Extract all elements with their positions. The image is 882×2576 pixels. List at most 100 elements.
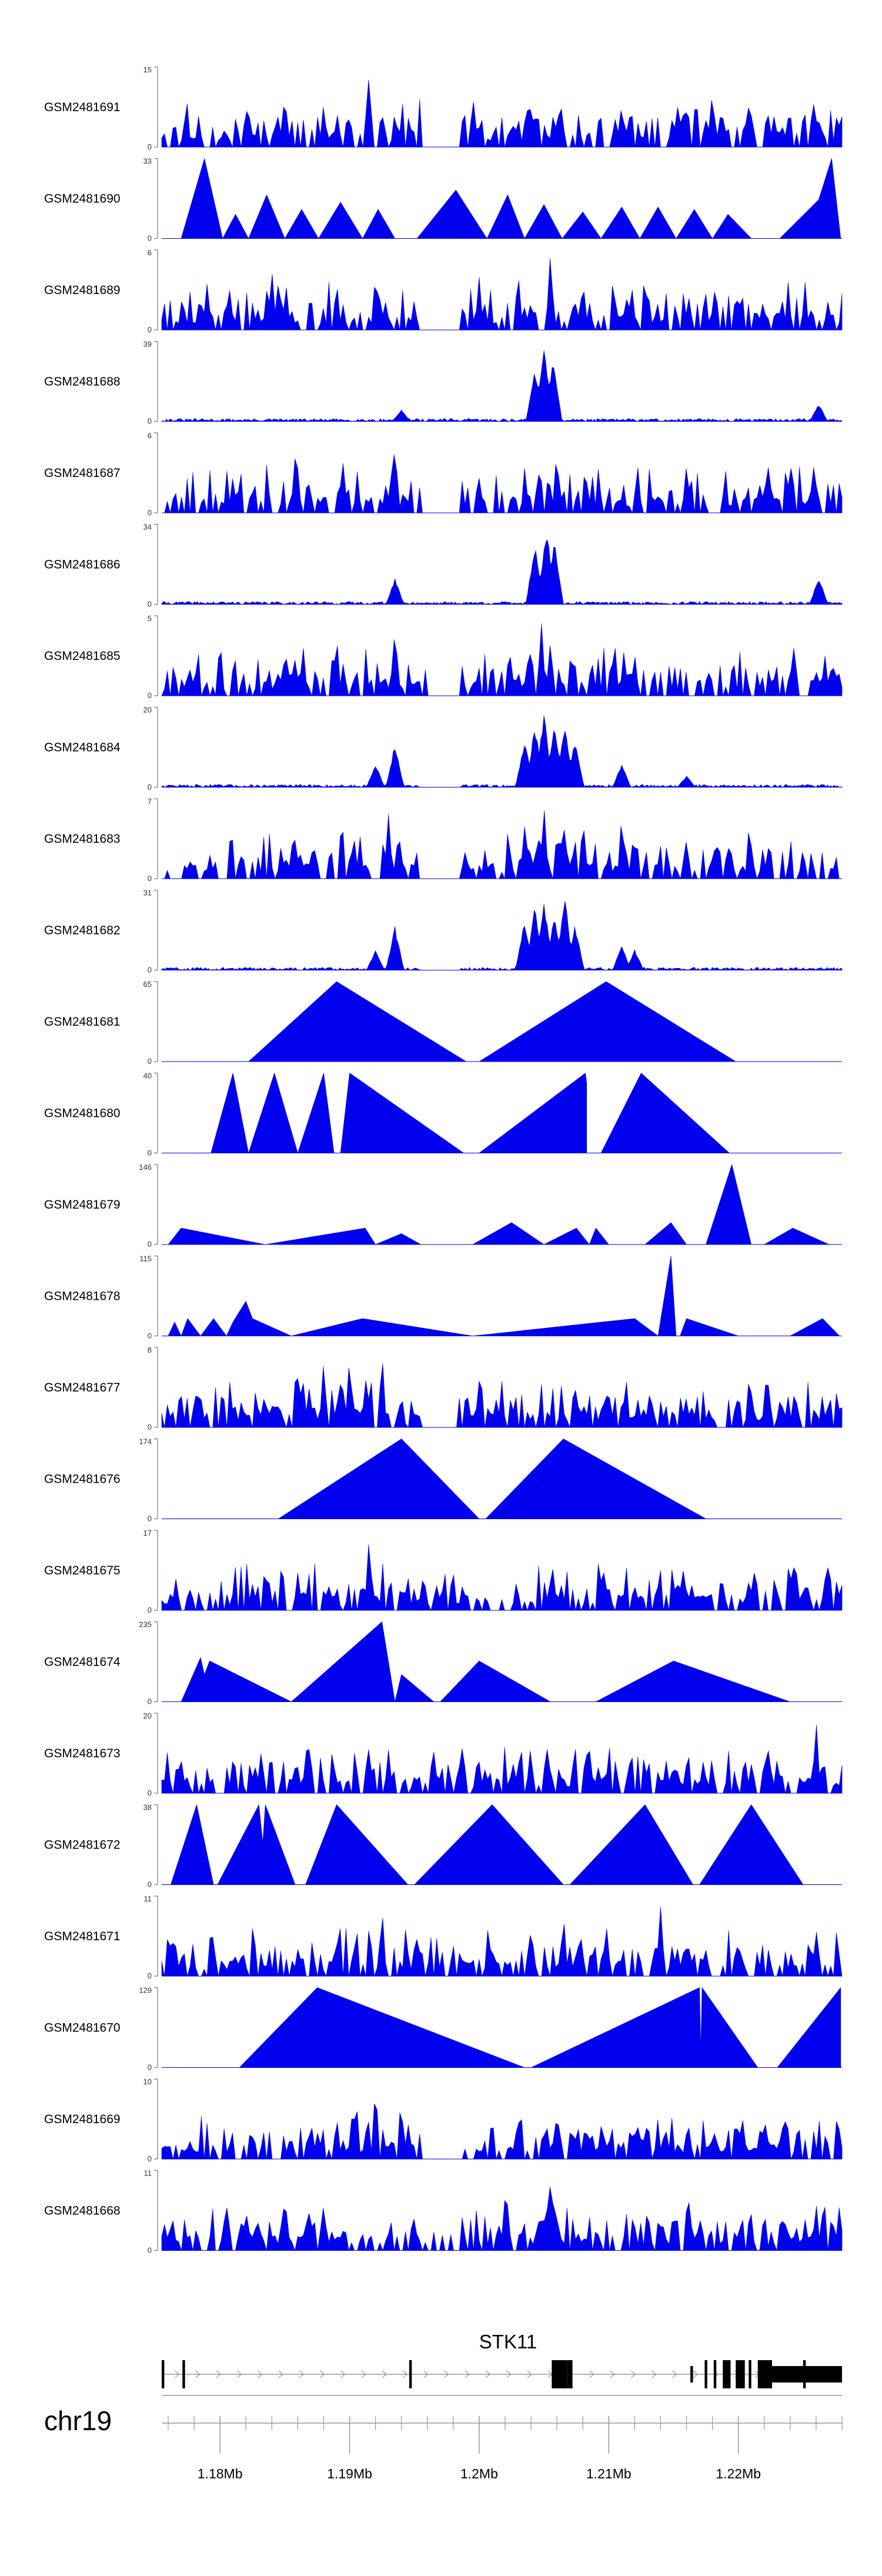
coverage-area-GSM2481688 (161, 351, 843, 422)
sample-label: GSM2481677 (44, 1381, 121, 1394)
strand-arrow (506, 2370, 512, 2378)
coverage-area-GSM2481674 (181, 1621, 790, 1702)
y-min-label: 0 (148, 2154, 152, 2163)
exon-block (409, 2360, 412, 2388)
sample-label: GSM2481673 (44, 1747, 121, 1760)
y-min-label: 0 (148, 1240, 152, 1249)
exon-block (567, 2360, 573, 2388)
track-GSM2481678: GSM2481678 115 0 (44, 1254, 842, 1340)
coverage-area-GSM2481680 (211, 1072, 730, 1154)
track-GSM2481690: GSM2481690 33 0 (44, 157, 842, 243)
track-GSM2481674: GSM2481674 235 0 (44, 1620, 842, 1706)
gene-track: STK11 (162, 2331, 842, 2388)
coverage-area-GSM2481677 (161, 1363, 843, 1429)
y-min-label: 0 (148, 1149, 152, 1157)
y-min-label: 0 (148, 325, 152, 334)
coverage-area-GSM2481673 (161, 1724, 843, 1794)
sample-label: GSM2481686 (44, 558, 121, 572)
y-max-label: 11 (144, 2169, 152, 2178)
sample-label: GSM2481691 (44, 101, 121, 114)
coverage-area-GSM2481668 (161, 2187, 843, 2251)
y-max-label: 11 (144, 1894, 152, 1903)
exon-block (757, 2360, 772, 2388)
y-max-label: 7 (148, 797, 152, 806)
track-GSM2481688: GSM2481688 39 0 (44, 340, 843, 426)
exon-block (704, 2360, 707, 2388)
exon-block (182, 2360, 185, 2388)
y-max-label: 65 (143, 980, 152, 989)
track-GSM2481687: GSM2481687 6 0 (44, 431, 843, 517)
coverage-area-GSM2481687 (162, 455, 843, 514)
axis-tick-label: 1.18Mb (198, 2466, 243, 2481)
sample-label: GSM2481678 (44, 1290, 121, 1303)
strand-arrow (258, 2370, 263, 2378)
track-GSM2481669: GSM2481669 10 0 (44, 2077, 843, 2163)
y-min-label: 0 (148, 1788, 152, 1797)
exon-block (713, 2360, 717, 2388)
coverage-area-GSM2481690 (181, 158, 841, 239)
strand-arrow (589, 2370, 594, 2378)
strand-arrow (423, 2370, 429, 2378)
y-max-label: 5 (148, 614, 152, 623)
sample-label: GSM2481676 (44, 1473, 121, 1486)
y-max-label: 6 (148, 431, 152, 440)
y-max-label: 33 (143, 157, 152, 166)
coverage-area-GSM2481675 (161, 1544, 843, 1611)
strand-arrow (382, 2370, 387, 2378)
coverage-area-GSM2481689 (161, 258, 843, 331)
sample-label: GSM2481689 (44, 283, 121, 297)
sample-label: GSM2481687 (44, 466, 121, 480)
track-GSM2481676: GSM2481676 174 0 (44, 1437, 842, 1523)
strand-arrow (672, 2370, 677, 2378)
y-min-label: 0 (148, 1057, 152, 1066)
coverage-area-GSM2481684 (161, 715, 843, 788)
chromosome-label: chr19 (44, 2405, 112, 2436)
y-max-label: 129 (139, 1986, 152, 1995)
sample-label: GSM2481681 (44, 1015, 121, 1029)
track-GSM2481684: GSM2481684 20 0 (44, 706, 843, 792)
strand-arrow (485, 2370, 491, 2378)
y-max-label: 15 (143, 65, 152, 74)
track-GSM2481670: GSM2481670 129 0 (44, 1986, 842, 2072)
track-GSM2481680: GSM2481680 40 0 (44, 1072, 842, 1157)
coverage-area-GSM2481686 (161, 539, 843, 605)
y-min-label: 0 (148, 783, 152, 792)
strand-arrow (527, 2370, 532, 2378)
coverage-area-GSM2481682 (161, 900, 843, 970)
sample-label: GSM2481680 (44, 1107, 121, 1120)
sample-label: GSM2481670 (44, 2021, 121, 2035)
y-min-label: 0 (148, 417, 152, 426)
track-GSM2481668: GSM2481668 11 0 (44, 2169, 843, 2255)
y-min-label: 0 (148, 1332, 152, 1340)
exon-block (552, 2360, 567, 2388)
track-GSM2481683: GSM2481683 7 0 (44, 797, 842, 883)
coverage-area-GSM2481678 (168, 1256, 840, 1337)
coverage-area-GSM2481672 (170, 1804, 804, 1885)
y-max-label: 34 (143, 523, 152, 532)
strand-arrow (299, 2370, 304, 2378)
sample-tracks: GSM2481691150GSM2481690330GSM248168960GS… (44, 65, 843, 2255)
axis-tick-label: 1.21Mb (586, 2466, 632, 2481)
exon-block (749, 2360, 751, 2388)
y-max-label: 20 (143, 1711, 152, 1720)
genome-axis: chr19 1.18Mb 1.19Mb 1.2Mb 1.21Mb 1.22Mb (44, 2395, 843, 2481)
sample-label: GSM2481671 (44, 1930, 121, 1943)
sample-label: GSM2481688 (44, 375, 121, 389)
exon-block (723, 2360, 731, 2388)
track-GSM2481686: GSM2481686 34 0 (44, 523, 843, 609)
track-GSM2481677: GSM2481677 8 0 (44, 1346, 843, 1432)
sample-label: GSM2481684 (44, 741, 121, 755)
y-min-label: 0 (148, 1606, 152, 1614)
track-GSM2481689: GSM2481689 6 0 (44, 248, 843, 334)
y-min-label: 0 (148, 1880, 152, 1889)
coverage-area-GSM2481691 (161, 79, 843, 148)
sample-label: GSM2481683 (44, 832, 121, 846)
y-max-label: 146 (139, 1163, 152, 1172)
y-max-label: 115 (139, 1254, 152, 1263)
y-min-label: 0 (148, 691, 152, 700)
strand-arrow (693, 2370, 698, 2378)
sample-label: GSM2481690 (44, 192, 121, 206)
strand-arrow (402, 2370, 408, 2378)
strand-arrow (236, 2370, 242, 2378)
